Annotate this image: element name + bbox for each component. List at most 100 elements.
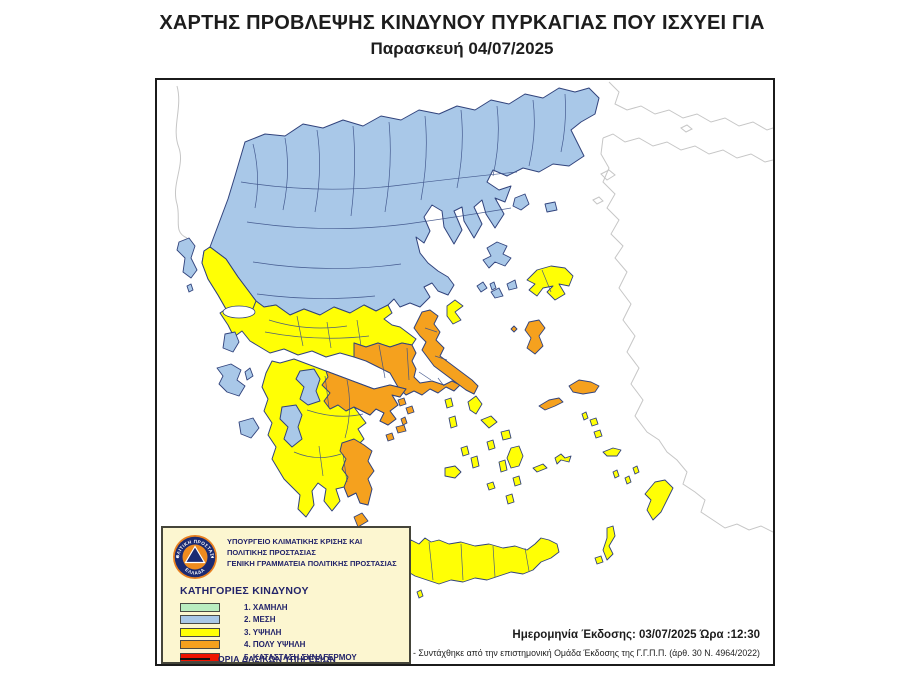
milos-island: [444, 465, 462, 479]
label-low: 1. ΧΑΜΗΛΗ: [244, 602, 288, 612]
kea-island: [444, 397, 454, 409]
label-high: 3. ΥΨΗΛΗ: [244, 627, 282, 637]
lefkada-island: [222, 331, 240, 353]
kos-island: [602, 447, 622, 457]
dodecanese-group: [554, 411, 674, 565]
samothrace-island: [544, 201, 558, 213]
swatch-very-high: [180, 640, 220, 649]
credit-text: - Συντάχθηκε από την επιστημονική Ομάδα …: [412, 648, 760, 658]
zakynthos-island: [238, 417, 260, 439]
sifnos-island: [470, 455, 480, 469]
astypalaia-island: [554, 453, 572, 465]
patmos-island: [581, 411, 589, 421]
skiathos-island: [476, 281, 488, 293]
crete-island: [396, 537, 560, 585]
spetses-island: [385, 432, 395, 442]
kalymnos-island: [593, 429, 603, 439]
logo-left-star: [176, 556, 179, 558]
nisyros-island: [612, 469, 620, 479]
leros-island: [589, 417, 599, 427]
prefecture-boundaries: [240, 93, 566, 581]
tilos-island: [624, 475, 632, 485]
region-laconia-east: [339, 438, 375, 506]
thasos-island: [512, 193, 530, 211]
legend-row-low: 1. ΧΑΜΗΛΗ: [180, 601, 357, 613]
psara-island: [510, 325, 518, 333]
symi-island: [632, 465, 640, 475]
aegina-island: [405, 405, 415, 415]
amorgos-island: [532, 463, 548, 473]
kefalonia-island: [216, 363, 246, 397]
swatch-low: [180, 602, 220, 612]
sporades-group: [476, 279, 518, 299]
org-line-3: ΓΕΝΙΚΗ ΓΡΑΜΜΑΤΕΙΑ ΠΟΛΙΤΙΚΗΣ ΠΡΟΣΤΑΣΙΑΣ: [227, 558, 397, 568]
chios-island: [524, 319, 546, 355]
svg-text:ΕΛΛΑΔΑ: ΕΛΛΑΔΑ: [184, 567, 206, 576]
kythira-island: [353, 512, 369, 528]
ikaria-island: [538, 397, 564, 411]
region-corinthia-argolida: [321, 370, 407, 426]
corfu-island: [176, 237, 198, 279]
limnos-island: [482, 241, 512, 269]
issue-date-text: Ημερομηνία Έκδοσης: 03/07/2025 Ώρα :12:3…: [512, 629, 760, 641]
legend-categories: 1. ΧΑΜΗΛΗ 2. ΜΕΣΗ 3. ΥΨΗΛΗ 4. ΠΟΛΥ ΥΨΗΛΗ…: [180, 601, 357, 664]
north-aegean-islands-group: [482, 193, 558, 291]
turkey-west-coastline: [600, 137, 773, 533]
region-arcadia-north: [295, 368, 321, 406]
tenedos-island-outline: [592, 196, 604, 205]
marmara-island-outline: [680, 124, 693, 133]
label-very-high: 4. ΠΟΛΥ ΥΨΗΛΗ: [244, 640, 306, 649]
naxos-island: [506, 445, 524, 469]
salamina-island: [397, 397, 407, 407]
neighbor-coastlines: [175, 81, 773, 533]
crete-group: [396, 537, 560, 599]
skyros-island: [446, 299, 464, 325]
paxi-island: [186, 283, 194, 293]
legend-row-medium: 2. ΜΕΣΗ: [180, 614, 357, 626]
tinos-island: [480, 415, 498, 429]
andros-island: [467, 395, 483, 415]
skopelos-island: [490, 287, 504, 299]
legend-row-high: 3. ΥΨΗΛΗ: [180, 626, 357, 638]
turkey-marmara-north-coast: [608, 81, 773, 131]
saronic-islands-group: [385, 397, 415, 442]
paros-island: [498, 459, 508, 473]
forest-boundary-row: ΟΡΙΑ ΔΑΣΙΚΩΝ ΥΠΗΡΕΣΙΩΝ: [180, 654, 336, 664]
region-arcadia-west: [279, 404, 303, 448]
alonissos-island: [506, 279, 518, 291]
santorini-island: [505, 493, 515, 505]
rhodes-island: [644, 479, 674, 521]
albania-coastline: [175, 85, 188, 239]
hydra-island: [395, 424, 407, 434]
gavdos-island: [416, 589, 424, 599]
swatch-medium: [180, 615, 220, 624]
map-title: ΧΑΡΤΗΣ ΠΡΟΒΛΕΨΗΣ ΚΙΝΔΥΝΟΥ ΠΥΡΚΑΓΙΑΣ ΠΟΥ …: [159, 12, 765, 34]
swatch-high: [180, 627, 220, 637]
forest-boundary-label: ΟΡΙΑ ΔΑΣΙΚΩΝ ΥΠΗΡΕΣΙΩΝ: [218, 654, 336, 664]
cyclades-group: [444, 395, 548, 505]
legend-row-alert: 5. ΚΑΤΑΣΤΑΣΗ ΣΥΝΑΓΕΡΜΟΥ: [180, 651, 357, 663]
label-alert: 5. ΚΑΤΑΣΤΑΣΗ ΣΥΝΑΓΕΡΜΟΥ: [244, 652, 357, 662]
agios-efstratios-island: [489, 281, 497, 291]
ithaki-island: [244, 367, 254, 381]
ionian-islands-group: [176, 237, 260, 439]
kythnos-island: [448, 415, 458, 429]
org-line-2: ΠΟΛΙΤΙΚΗΣ ΠΡΟΣΤΑΣΙΑΣ: [227, 547, 316, 557]
karpathos-island: [602, 525, 616, 561]
greece-fire-risk-map: [175, 81, 773, 599]
legend-heading: ΚΑΤΗΓΟΡΙΕΣ ΚΙΝΔΥΝΟΥ: [180, 585, 309, 597]
kasos-island: [594, 555, 604, 565]
turkey-marmara-south-coast: [602, 133, 773, 163]
region-evia: [413, 309, 479, 395]
legend-row-very-high: 4. ΠΟΛΥ ΥΨΗΛΗ: [180, 639, 357, 651]
serifos-island: [460, 445, 470, 457]
folegandros-island: [486, 481, 496, 491]
samos-island: [568, 379, 600, 395]
label-medium: 2. ΜΕΣΗ: [244, 615, 276, 624]
civil-protection-logo: ΠΟΛΙΤΙΚΗ ΠΡΟΣΤΑΣΙΑ ΕΛΛΑΔΑ: [172, 534, 217, 579]
map-frame: ΠΟΛΙΤΙΚΗ ΠΡΟΣΤΑΣΙΑ ΕΛΛΑΔΑ ΥΠΟΥΡΓΕΙΟ ΚΛΙΜ…: [155, 78, 775, 666]
logo-right-star: [211, 556, 214, 558]
poros-island: [400, 416, 408, 426]
imbros-island-outline: [600, 169, 616, 181]
